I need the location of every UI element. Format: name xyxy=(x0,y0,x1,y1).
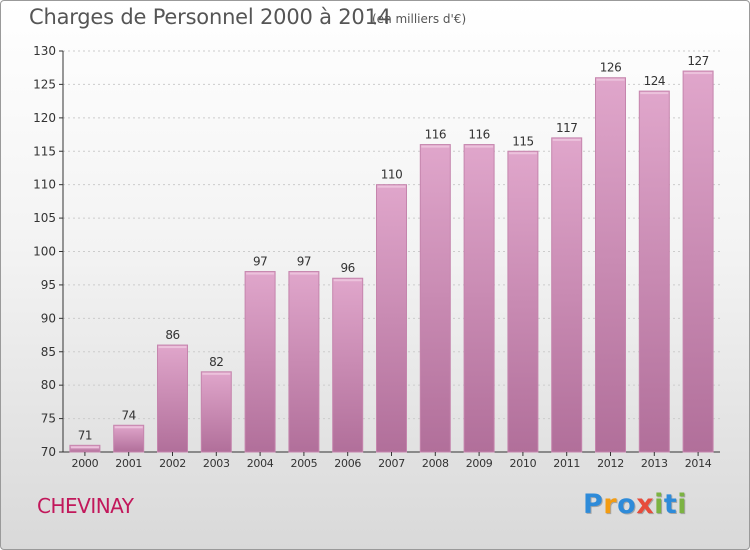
value-label-2010: 115 xyxy=(512,134,533,148)
logo-letter-4: i xyxy=(654,489,664,520)
bar-highlight-2013 xyxy=(640,92,669,95)
bar-highlight-2012 xyxy=(596,78,625,81)
bar-highlight-2004 xyxy=(246,272,275,275)
bar-highlight-2000 xyxy=(70,446,99,449)
x-tick-label-2009: 2009 xyxy=(466,457,493,470)
value-label-2011: 117 xyxy=(556,121,577,135)
bar-2011 xyxy=(551,137,583,453)
value-label-2005: 97 xyxy=(297,255,311,269)
x-tick-label-2010: 2010 xyxy=(510,457,537,470)
bar-2008 xyxy=(419,144,451,453)
y-tick-label-90: 90 xyxy=(41,311,56,325)
x-tick-label-2000: 2000 xyxy=(72,457,99,470)
x-tick-label-2011: 2011 xyxy=(553,457,580,470)
logo-letter-5: t xyxy=(663,489,678,520)
value-label-2006: 96 xyxy=(341,261,355,275)
logo-letter-1: r xyxy=(603,489,618,520)
bar-2007 xyxy=(376,184,407,453)
x-tick-label-2013: 2013 xyxy=(641,457,668,470)
bar-2006 xyxy=(332,277,364,453)
x-tick-label-2008: 2008 xyxy=(422,457,449,470)
x-tick-label-2001: 2001 xyxy=(115,457,142,470)
y-tick-label-130: 130 xyxy=(33,44,56,58)
y-tick-label-120: 120 xyxy=(33,111,56,125)
commune-name: CHEVINAY xyxy=(37,494,134,518)
y-tick-label-125: 125 xyxy=(33,77,56,91)
y-tick-label-100: 100 xyxy=(33,245,56,259)
bar-highlight-2011 xyxy=(552,138,581,141)
value-label-2001: 74 xyxy=(122,408,136,422)
bar-2002 xyxy=(157,344,188,453)
logo-letter-6: i xyxy=(677,489,688,520)
x-tick-label-2004: 2004 xyxy=(247,457,274,470)
value-label-2000: 71 xyxy=(78,428,92,442)
bar-highlight-2014 xyxy=(684,72,713,75)
chart-subtitle: (en milliers d'€) xyxy=(372,12,467,26)
bar-highlight-2002 xyxy=(158,346,187,349)
value-label-2013: 124 xyxy=(644,74,665,88)
y-tick-label-75: 75 xyxy=(41,412,56,426)
bar-2013 xyxy=(638,90,670,453)
value-label-2003: 82 xyxy=(209,355,223,369)
chart-title: Charges de Personnel 2000 à 2014 xyxy=(29,5,391,29)
logo-letter-2: o xyxy=(617,489,637,520)
bar-highlight-2009 xyxy=(465,145,494,148)
logo-letter-3: x xyxy=(636,489,655,520)
x-tick-label-2005: 2005 xyxy=(291,457,318,470)
x-tick-label-2014: 2014 xyxy=(685,457,712,470)
y-tick-label-80: 80 xyxy=(41,378,56,392)
bar-2005 xyxy=(288,271,320,453)
bar-2014 xyxy=(682,70,714,453)
y-tick-label-70: 70 xyxy=(41,445,56,459)
bar-2010 xyxy=(507,150,539,453)
y-tick-label-85: 85 xyxy=(41,345,56,359)
y-tick-label-110: 110 xyxy=(33,178,56,192)
y-tick-label-105: 105 xyxy=(33,211,56,225)
x-tick-label-2006: 2006 xyxy=(334,457,361,470)
value-label-2004: 97 xyxy=(253,255,267,269)
x-tick-label-2003: 2003 xyxy=(203,457,230,470)
bar-highlight-2001 xyxy=(114,426,143,429)
x-tick-label-2002: 2002 xyxy=(159,457,186,470)
bar-highlight-2008 xyxy=(421,145,450,148)
value-label-2012: 126 xyxy=(600,61,621,75)
value-label-2002: 86 xyxy=(165,328,179,342)
value-label-2007: 110 xyxy=(381,168,402,182)
value-label-2008: 116 xyxy=(425,128,446,142)
proxiti-logo: Proxiti xyxy=(583,489,687,520)
x-tick-label-2007: 2007 xyxy=(378,457,405,470)
y-tick-label-115: 115 xyxy=(33,144,56,158)
bar-2012 xyxy=(595,77,626,453)
value-label-2014: 127 xyxy=(687,54,708,68)
bar-2001 xyxy=(113,424,145,453)
bar-2004 xyxy=(244,271,276,453)
bar-highlight-2005 xyxy=(289,272,318,275)
y-tick-label-95: 95 xyxy=(41,278,56,292)
bar-2009 xyxy=(463,144,495,453)
bar-2003 xyxy=(200,371,232,453)
bar-highlight-2007 xyxy=(377,185,406,188)
logo-letter-0: P xyxy=(583,489,604,520)
bar-highlight-2006 xyxy=(333,279,362,282)
bar-highlight-2010 xyxy=(508,152,537,155)
value-label-2009: 116 xyxy=(468,128,489,142)
x-tick-label-2012: 2012 xyxy=(597,457,624,470)
bar-highlight-2003 xyxy=(202,372,231,375)
